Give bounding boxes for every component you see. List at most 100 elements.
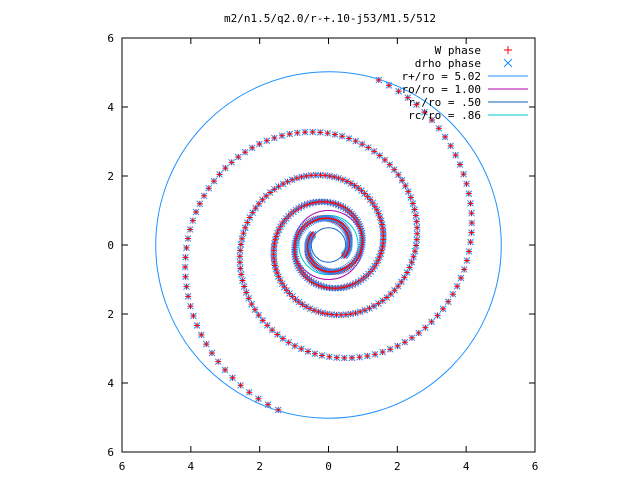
y-tick-label: 6: [107, 446, 114, 459]
w-phase-point: [401, 339, 408, 346]
w-phase-point: [422, 324, 429, 331]
w-phase-point: [456, 161, 463, 168]
w-phase-point: [196, 200, 203, 207]
w-phase-point: [399, 177, 406, 184]
w-phase-point: [249, 144, 256, 151]
y-tick-label: 6: [107, 32, 114, 45]
w-phase-point: [182, 273, 189, 280]
w-phase-point: [387, 291, 394, 298]
w-phase-point: [409, 200, 416, 207]
y-tick-label: 4: [107, 101, 114, 114]
w-phase-point: [379, 221, 386, 228]
w-phase-point: [440, 305, 447, 312]
w-phase-point: [269, 327, 276, 334]
w-phase-point: [205, 185, 212, 192]
w-phase-point: [347, 311, 354, 318]
w-phase-point: [449, 291, 456, 298]
w-phase-point: [295, 298, 302, 305]
legend-label: ro/ro = 1.00: [402, 83, 481, 96]
w-phase-point: [413, 218, 420, 225]
w-phase-point: [228, 159, 235, 166]
w-phase-point: [256, 141, 263, 148]
w-phase-point: [375, 77, 382, 84]
w-phase-point: [395, 88, 402, 95]
w-phase-point: [237, 241, 244, 248]
w-phase-point: [402, 182, 409, 189]
w-phase-point: [371, 148, 378, 155]
w-phase-point: [428, 117, 435, 124]
w-phase-point: [376, 152, 383, 159]
w-phase-point: [274, 331, 281, 338]
w-phase-point: [454, 283, 461, 290]
w-phase-point: [434, 312, 441, 319]
w-phase-point: [279, 335, 286, 342]
w-phase-point: [193, 208, 200, 215]
w-phase-point: [442, 133, 449, 140]
w-phase-point: [292, 296, 299, 303]
w-phase-point: [383, 294, 390, 301]
w-phase-point: [413, 236, 420, 243]
w-phase-point: [346, 135, 353, 142]
w-phase-point: [412, 212, 419, 219]
w-phase-point: [244, 219, 251, 226]
w-phase-point: [445, 298, 452, 305]
w-phase-point: [271, 186, 278, 193]
w-phase-point: [356, 354, 363, 361]
w-phase-point: [379, 225, 386, 232]
w-phase-point: [222, 366, 229, 373]
w-phase-point: [421, 109, 428, 116]
w-phase-point: [237, 265, 244, 272]
w-phase-point: [185, 293, 192, 300]
w-phase-point: [457, 275, 464, 282]
w-phase-point: [239, 235, 246, 242]
data-points: [181, 76, 476, 414]
w-phase-point: [229, 374, 236, 381]
w-phase-point: [331, 173, 338, 180]
w-phase-point: [339, 176, 346, 183]
w-phase-point: [294, 129, 301, 136]
w-phase-point: [187, 303, 194, 310]
w-phase-point: [385, 82, 392, 89]
w-phase-point: [468, 219, 475, 226]
w-phase-point: [308, 172, 315, 179]
w-phase-point: [466, 248, 473, 255]
w-phase-point: [408, 259, 415, 266]
w-phase-point: [386, 161, 393, 168]
w-phase-point: [267, 189, 274, 196]
w-phase-point: [410, 253, 417, 260]
w-phase-point: [285, 339, 292, 346]
w-phase-point: [407, 194, 414, 201]
w-phase-point: [369, 199, 376, 206]
w-phase-point: [272, 236, 279, 243]
w-phase-point: [379, 349, 386, 356]
w-phase-point: [255, 200, 262, 207]
w-phase-point: [198, 331, 205, 338]
reference-circle: [310, 227, 347, 263]
w-phase-point: [465, 190, 472, 197]
w-phase-point: [238, 271, 245, 278]
w-phase-point: [372, 351, 379, 358]
w-phase-point: [391, 287, 398, 294]
w-phase-point: [237, 247, 244, 254]
w-phase-point: [243, 289, 250, 296]
w-phase-point: [381, 156, 388, 163]
x-tick-label: 2: [256, 460, 263, 473]
w-phase-point: [182, 264, 189, 271]
w-phase-point: [239, 277, 246, 284]
w-phase-point: [242, 149, 249, 156]
y-tick-label: 0: [107, 239, 114, 252]
w-phase-point: [259, 196, 266, 203]
w-phase-point: [248, 301, 255, 308]
w-phase-point: [183, 283, 190, 290]
w-phase-point: [203, 341, 210, 348]
w-phase-point: [324, 130, 331, 137]
w-phase-point: [365, 144, 372, 151]
w-phase-point: [391, 166, 398, 173]
w-phase-point: [460, 171, 467, 178]
w-phase-point: [364, 352, 371, 359]
w-phase-point: [278, 132, 285, 139]
w-phase-point: [187, 226, 194, 233]
